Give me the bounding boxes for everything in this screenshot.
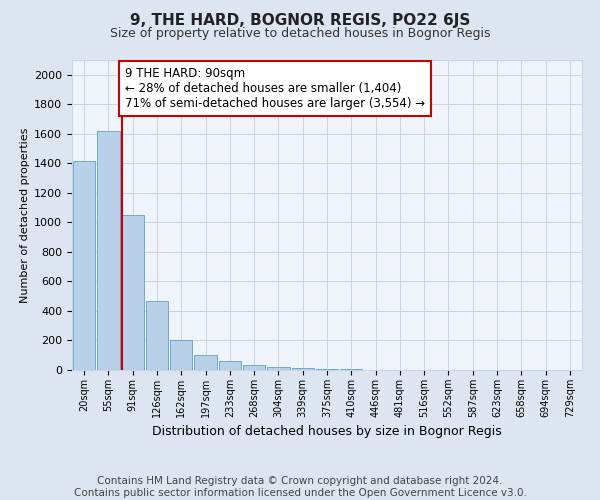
Text: Size of property relative to detached houses in Bognor Regis: Size of property relative to detached ho… (110, 28, 490, 40)
Bar (218, 361, 241, 370)
Bar (122, 215, 144, 370)
Bar (146, 300, 168, 370)
Text: 9 THE HARD: 90sqm
← 28% of detached houses are smaller (1,404)
71% of semi-detac: 9 THE HARD: 90sqm ← 28% of detached hous… (125, 68, 425, 110)
Bar (267, 367, 290, 370)
Y-axis label: Number of detached properties: Number of detached properties (20, 128, 30, 302)
Bar (194, 354, 217, 370)
Bar (243, 365, 265, 370)
Bar (73, 161, 95, 370)
X-axis label: Distribution of detached houses by size in Bognor Regis: Distribution of detached houses by size … (152, 426, 502, 438)
Bar (316, 369, 338, 370)
Text: 9, THE HARD, BOGNOR REGIS, PO22 6JS: 9, THE HARD, BOGNOR REGIS, PO22 6JS (130, 12, 470, 28)
Bar (292, 368, 314, 370)
Bar (170, 340, 193, 370)
Bar (97, 131, 119, 370)
Text: Contains HM Land Registry data © Crown copyright and database right 2024.
Contai: Contains HM Land Registry data © Crown c… (74, 476, 526, 498)
